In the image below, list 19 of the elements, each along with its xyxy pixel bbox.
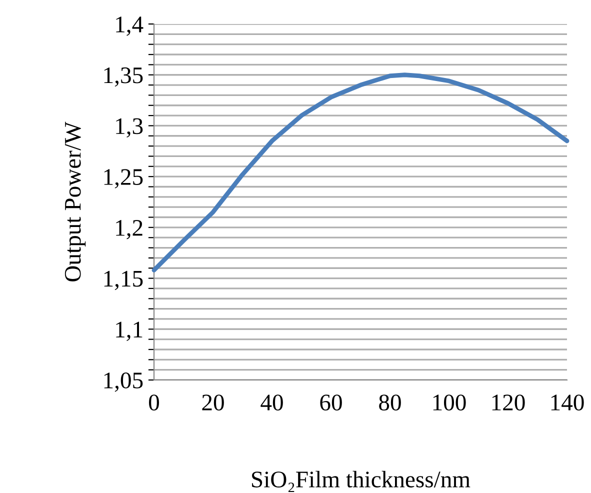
x-tick-label: 20 bbox=[202, 394, 224, 411]
x-tick-label: 80 bbox=[379, 394, 401, 411]
x-tick-label: 120 bbox=[492, 394, 525, 411]
x-axis-title: SiO₂Film thickness/nm bbox=[252, 470, 470, 492]
y-tick-label: 1,25 bbox=[104, 169, 143, 188]
x-tick-label: 140 bbox=[551, 394, 584, 411]
x-tick-label: 0 bbox=[148, 394, 160, 411]
y-tick-label: 1,1 bbox=[116, 322, 142, 341]
line-series bbox=[152, 72, 570, 272]
x-tick-label: 40 bbox=[260, 394, 283, 411]
y-axis-title: Output Power/W bbox=[64, 122, 86, 282]
y-tick-label: 1,35 bbox=[104, 67, 143, 87]
y-tick-label: 1,15 bbox=[104, 270, 143, 290]
x-tick-label: 60 bbox=[320, 394, 342, 411]
y-tick-label: 1,2 bbox=[116, 220, 142, 240]
y-tick-label: 1,05 bbox=[104, 372, 143, 392]
y-tick-label: 1,3 bbox=[116, 118, 143, 138]
y-tick-label: 1,4 bbox=[116, 16, 144, 36]
x-tick-label: 100 bbox=[433, 394, 466, 411]
